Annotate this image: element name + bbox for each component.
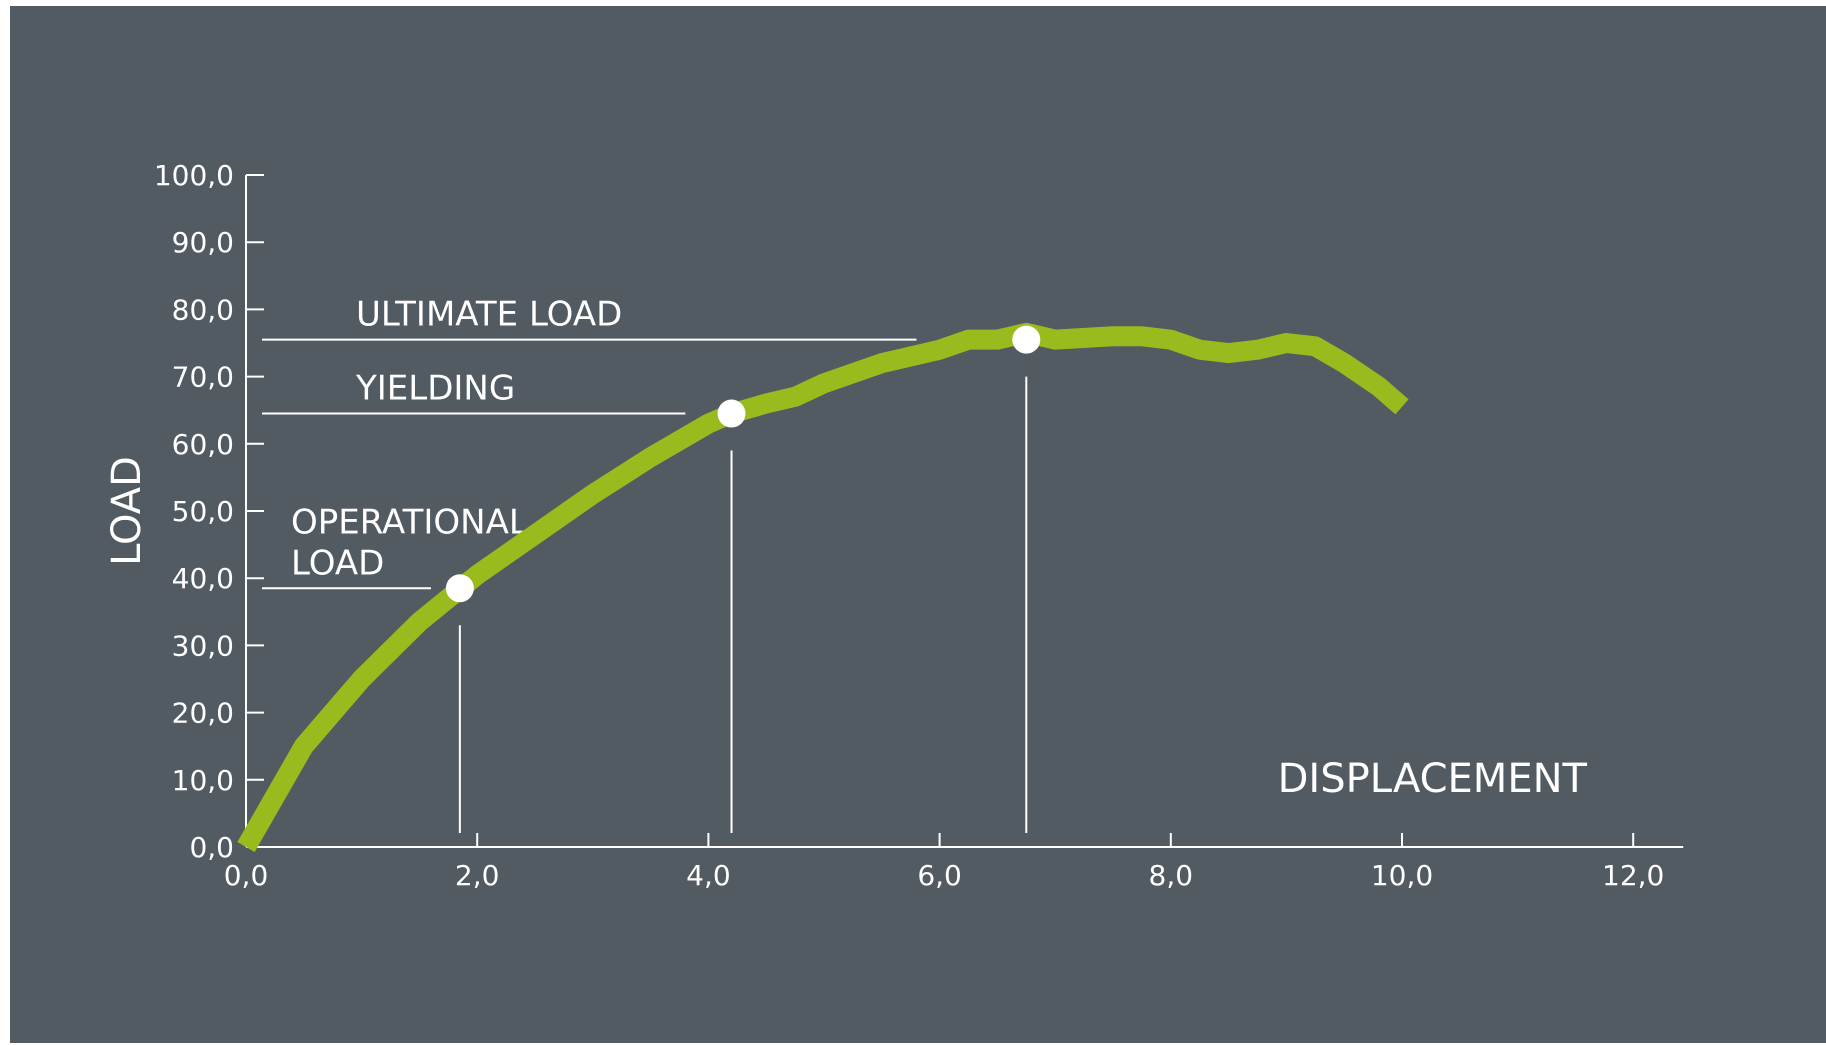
y-tick-label: 0,0 (189, 831, 234, 864)
annotation-point (717, 399, 746, 428)
annotation-label: OPERATIONAL (291, 502, 528, 542)
x-tick-label: 6,0 (917, 859, 962, 892)
y-tick-label: 40,0 (172, 562, 234, 595)
x-tick-label: 12,0 (1602, 859, 1664, 892)
y-tick-label: 20,0 (172, 697, 234, 730)
annotation-point (445, 574, 474, 603)
annotation-label: ULTIMATE LOAD (356, 295, 622, 335)
y-tick-label: 50,0 (172, 495, 234, 528)
load-displacement-chart: 0,0 2,0 4,0 6,0 8,0 10,0 12,0 0,0 10,0 20,0 30,0 40… (104, 159, 1684, 892)
y-tick-label: 30,0 (172, 629, 234, 662)
chart-panel: 0,0 2,0 4,0 6,0 8,0 10,0 12,0 0,0 10,0 20,0 30,0 40… (10, 6, 1826, 1043)
x-tick-label: 8,0 (1149, 859, 1194, 892)
series-line (237, 322, 1409, 852)
y-tick-label: 90,0 (172, 226, 234, 259)
x-tick-label: 10,0 (1371, 859, 1433, 892)
points (445, 325, 1041, 603)
y-tick-label: 100,0 (154, 159, 234, 192)
ticks: 0,0 2,0 4,0 6,0 8,0 10,0 12,0 0,0 10,0 20,0 30,0 40… (154, 159, 1665, 892)
annotation-label: YIELDING (355, 369, 515, 409)
x-tick-label: 2,0 (455, 859, 500, 892)
x-axis-title: DISPLACEMENT (1278, 756, 1588, 802)
y-tick-label: 70,0 (172, 361, 234, 394)
annotation-label: LOAD (291, 543, 384, 583)
y-tick-label: 10,0 (172, 764, 234, 797)
y-axis-title: LOAD (104, 456, 150, 566)
annotation-point (1012, 325, 1041, 354)
x-tick-label: 4,0 (686, 859, 731, 892)
x-tick-label: 0,0 (224, 859, 269, 892)
y-tick-label: 60,0 (172, 428, 234, 461)
series (237, 322, 1409, 852)
y-tick-label: 80,0 (172, 293, 234, 326)
